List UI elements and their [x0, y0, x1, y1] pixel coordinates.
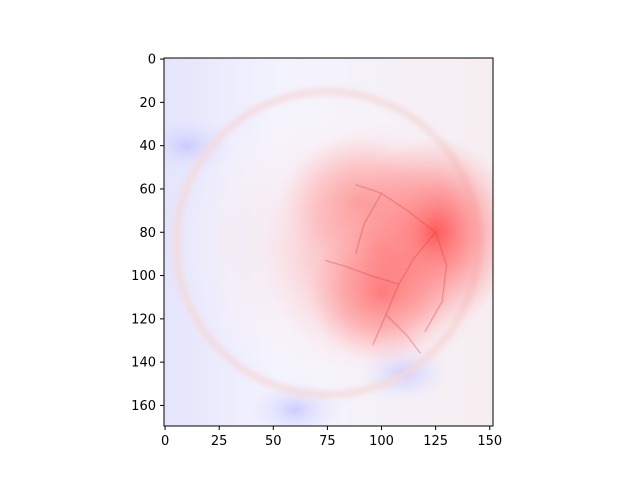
x-tick-label: 100	[369, 434, 394, 449]
vessel-line-3	[424, 232, 448, 333]
x-tick-label: 75	[319, 434, 336, 449]
y-tick-label: 80	[139, 226, 156, 241]
vessel-line-0	[372, 231, 437, 346]
y-tick-label: 60	[139, 182, 156, 197]
vessel-texture	[325, 183, 448, 354]
x-tick-label: 150	[477, 434, 502, 449]
red-haze	[262, 124, 493, 376]
vessel-line-1	[355, 183, 436, 233]
x-tick-label: 125	[423, 434, 448, 449]
y-tick-label: 160	[131, 399, 156, 414]
axes-frame	[163, 57, 494, 427]
y-tick-label: 20	[139, 96, 156, 111]
y-tick-label: 120	[131, 312, 156, 327]
y-tick-label: 140	[131, 356, 156, 371]
vessel-line-5	[385, 314, 422, 354]
x-tick-label: 25	[211, 434, 228, 449]
vessel-line-4	[354, 192, 383, 255]
x-tick-label: 50	[265, 434, 282, 449]
y-axis-ticks: 0 20 40 60 80 100 120 140 160	[131, 53, 164, 414]
heatmap-image	[164, 58, 493, 426]
x-tick-label: 0	[161, 434, 169, 449]
y-tick-label: 40	[139, 139, 156, 154]
x-axis-ticks: 0 25 50 75 100 125 150	[161, 426, 502, 449]
y-tick-label: 100	[131, 269, 156, 284]
y-tick-label: 0	[148, 53, 156, 68]
vessel-line-2	[325, 259, 399, 285]
